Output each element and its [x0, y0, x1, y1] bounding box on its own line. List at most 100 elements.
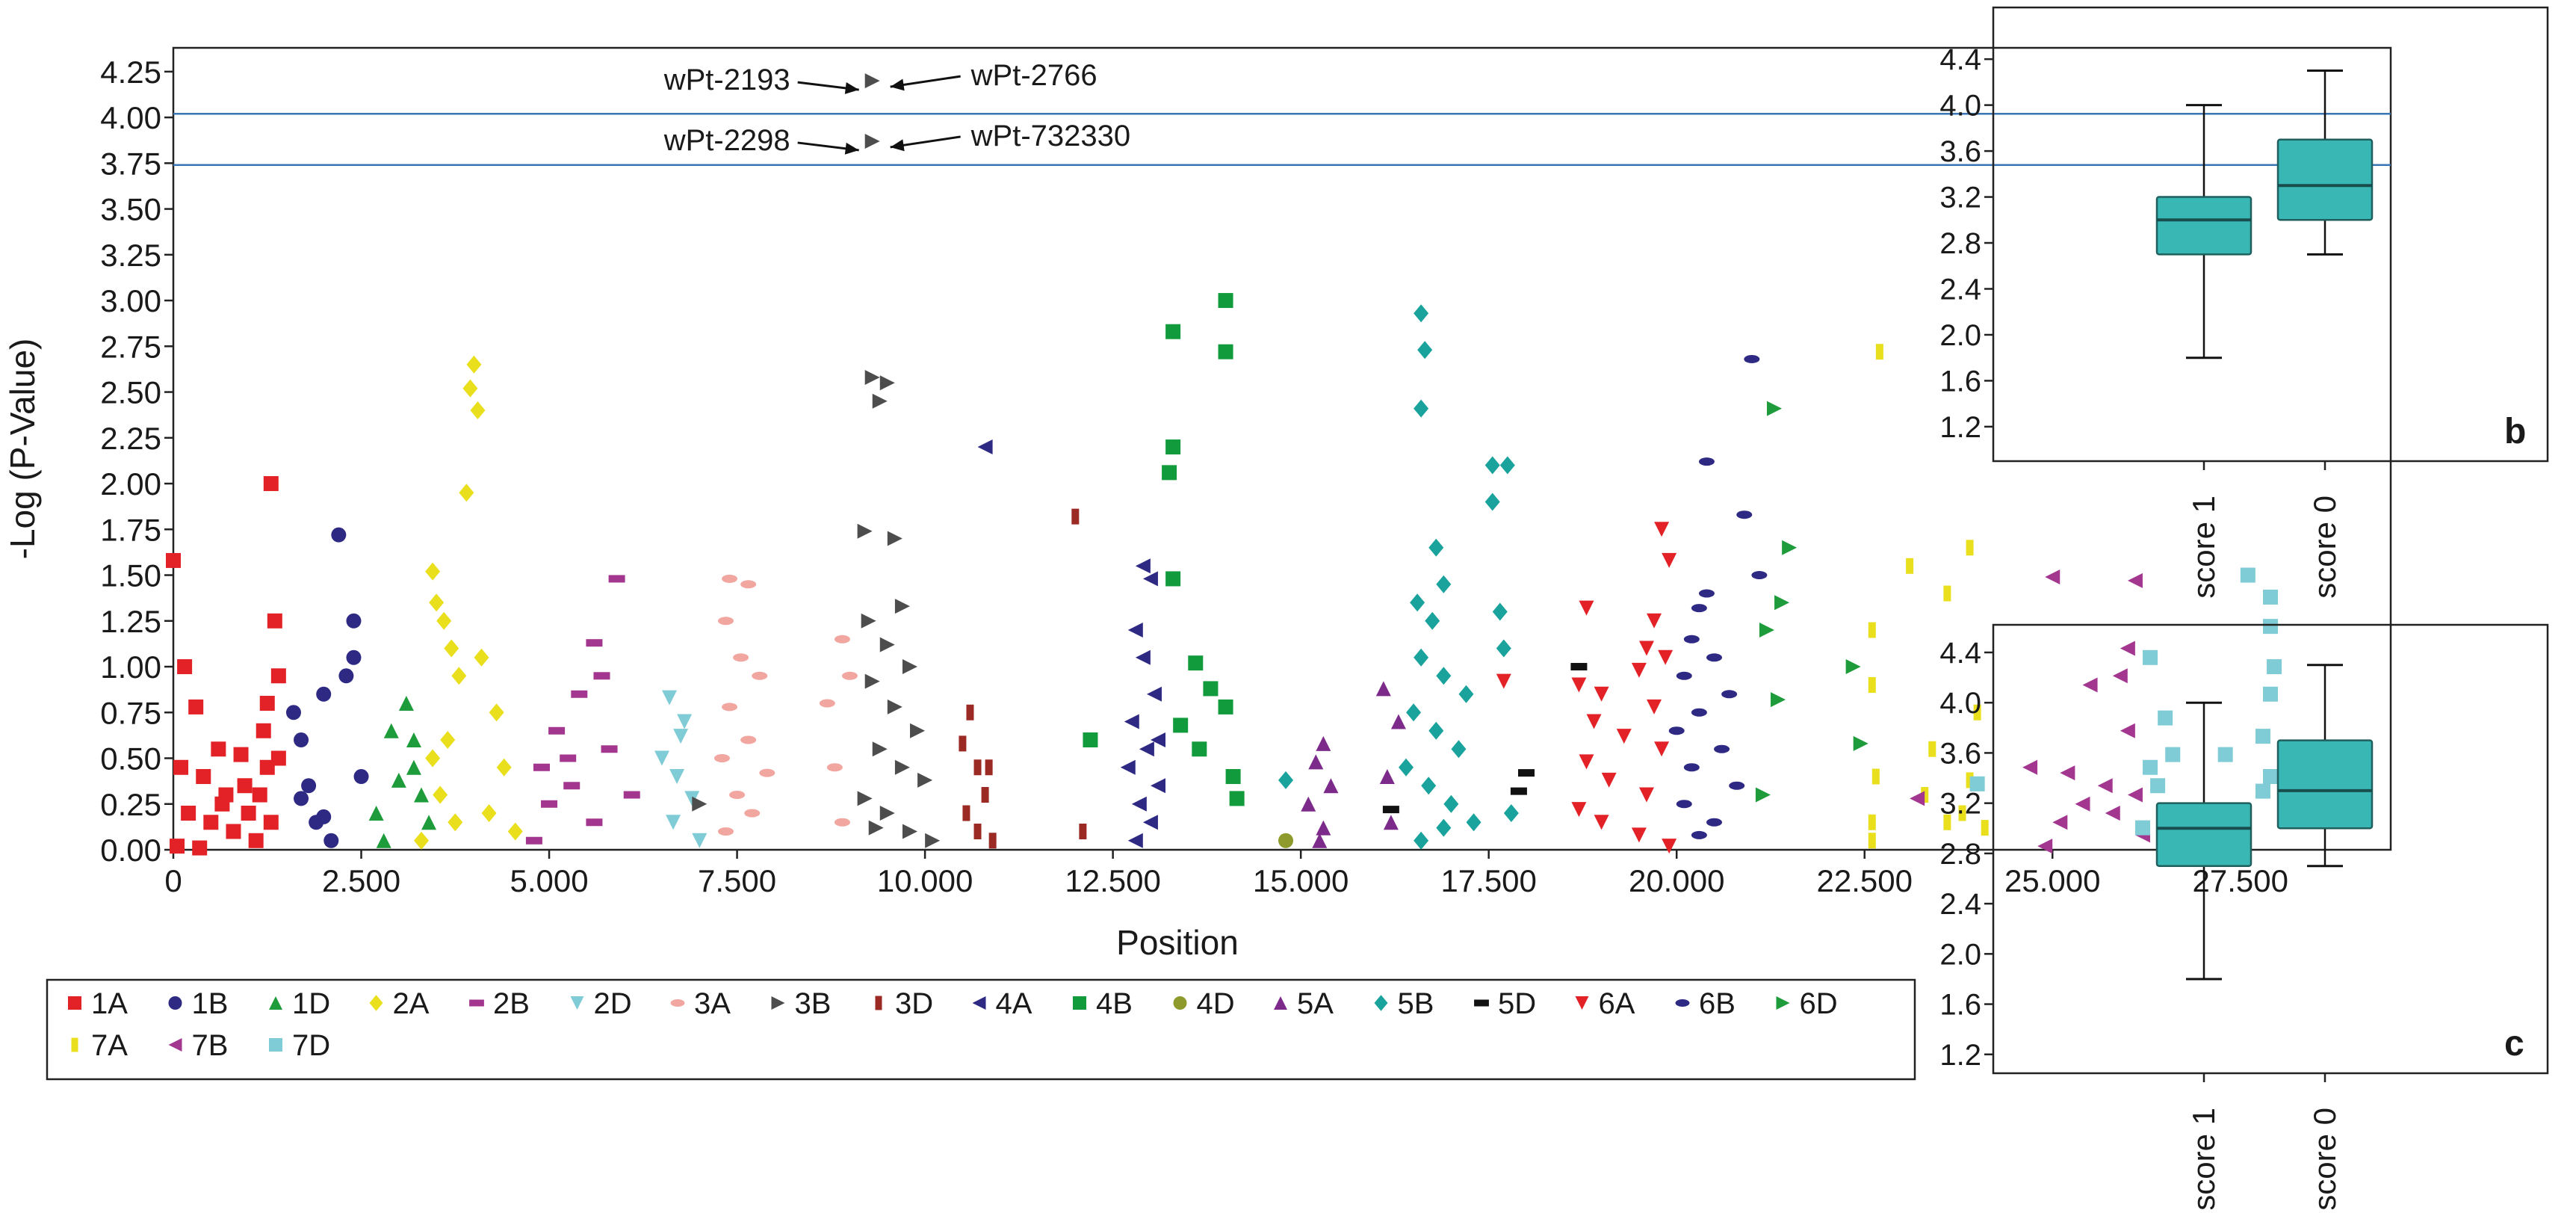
point-4B	[1165, 439, 1181, 455]
y-tick-label: 2.0	[1939, 319, 1981, 352]
y-tick-label: 2.75	[100, 329, 161, 364]
box-iqr	[2155, 802, 2253, 867]
y-tick-label: 2.8	[1939, 838, 1981, 871]
point-5D	[1510, 787, 1527, 795]
point-2A	[444, 639, 459, 658]
point-7D	[2143, 649, 2158, 665]
panel-c-label: c	[2504, 1024, 2524, 1064]
point-1A	[259, 696, 275, 712]
point-3D	[988, 833, 997, 849]
point-6B	[1736, 510, 1753, 519]
legend-label: 7A	[91, 1029, 128, 1062]
point-1A	[181, 806, 196, 821]
point-5B	[1414, 831, 1429, 850]
point-7A	[1943, 585, 1951, 602]
legend-marker	[972, 996, 986, 1010]
point-7B	[2127, 572, 2143, 588]
point-4B	[1162, 465, 1177, 481]
series-2A	[414, 355, 523, 850]
series-2B	[525, 575, 640, 845]
x-axis-title: Position	[1116, 923, 1239, 962]
point-2A	[470, 401, 486, 420]
x-tick-label: score 0	[2307, 1108, 2342, 1209]
point-7A	[1966, 540, 1974, 556]
point-4B	[1173, 717, 1189, 733]
legend-item-7B: 7B	[168, 1029, 229, 1062]
point-1A	[203, 815, 219, 830]
point-1A	[259, 759, 275, 775]
point-2B	[541, 800, 558, 808]
point-4B	[1229, 791, 1245, 806]
point-5B	[1503, 804, 1519, 823]
point-6D	[1759, 623, 1774, 638]
point-7D	[2150, 778, 2166, 794]
x-tick-label: 12.500	[1065, 863, 1160, 898]
point-1A	[237, 778, 253, 794]
legend-marker	[269, 1038, 282, 1052]
point-7D	[2217, 747, 2233, 762]
legend-item-6A: 6A	[1575, 987, 1635, 1020]
point-7D	[1969, 776, 1985, 791]
y-tick-label: 0.25	[100, 787, 161, 822]
point-7A	[1966, 772, 1974, 788]
y-tick-label: 0.50	[100, 741, 161, 777]
legend-item-3B: 3B	[771, 987, 831, 1020]
point-2A	[425, 749, 441, 768]
point-6A	[1594, 815, 1609, 830]
point-7B	[2037, 839, 2053, 854]
point-5A	[1375, 681, 1391, 697]
point-4A	[1139, 741, 1154, 757]
point-5B	[1436, 667, 1452, 685]
annotation-arrow	[890, 135, 961, 152]
point-4A	[1135, 649, 1151, 665]
y-tick-label: 3.00	[100, 283, 161, 318]
point-5B	[1414, 399, 1429, 418]
point-4B	[1218, 699, 1233, 714]
point-5A	[1316, 820, 1331, 836]
point-7D	[2143, 759, 2158, 775]
point-6A	[1631, 827, 1647, 843]
point-1B	[316, 686, 332, 702]
legend-label: 5A	[1297, 987, 1334, 1020]
point-2B	[571, 690, 588, 698]
y-tick-label: 3.2	[1939, 788, 1981, 821]
point-1A	[177, 659, 193, 675]
point-5B	[1499, 456, 1515, 475]
y-tick-label: 4.4	[1939, 43, 1981, 76]
legend-label: 1D	[292, 987, 330, 1020]
point-6D	[1766, 401, 1782, 416]
legend-label: 7B	[192, 1029, 229, 1062]
annotation-label: wPt-2298	[663, 124, 790, 157]
point-3A	[740, 580, 757, 589]
y-tick-label: 1.2	[1939, 411, 1981, 444]
point-5A	[1308, 754, 1324, 770]
point-6A	[1654, 522, 1670, 537]
point-5D	[1382, 806, 1399, 814]
point-3A	[759, 768, 775, 777]
point-1A	[248, 833, 264, 848]
series-5D	[1382, 663, 1588, 814]
panel-b: 1.2 1.6 2.0 2.4 2.8 3.2 3.6 4.0 4.4 score 1 score …	[1939, 6, 2549, 599]
point-2A	[462, 379, 478, 398]
point-3B	[894, 599, 910, 614]
x-tick-label: 15.000	[1253, 863, 1349, 898]
point-7B	[2112, 668, 2128, 684]
point-1B	[346, 613, 362, 629]
point-3D	[981, 787, 989, 803]
point-3B	[887, 699, 902, 714]
y-tick-label: 4.0	[1939, 90, 1981, 123]
series-6B	[1668, 354, 1768, 839]
legend-label: 2B	[493, 987, 530, 1020]
point-3D	[985, 759, 993, 776]
point-6A	[1662, 552, 1677, 568]
y-tick-label: 3.50	[100, 192, 161, 227]
point-2D	[692, 833, 708, 848]
point-3A	[744, 809, 761, 818]
point-6B	[1691, 708, 1707, 717]
point-6D	[1853, 735, 1868, 751]
y-tick-label: 3.2	[1939, 182, 1981, 214]
point-2B	[608, 575, 625, 583]
point-4B	[1083, 732, 1098, 748]
point-3A	[819, 699, 835, 708]
point-7A	[1973, 704, 1981, 720]
